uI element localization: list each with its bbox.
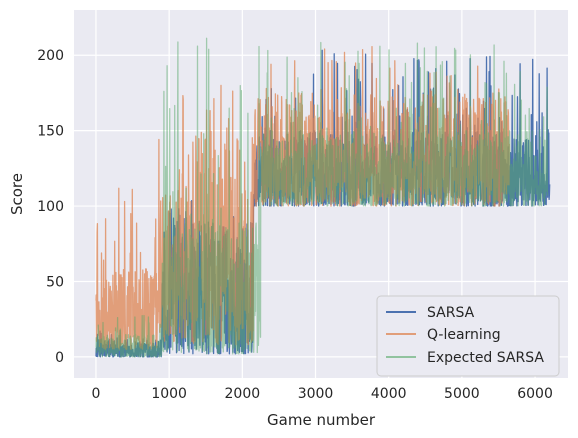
legend-label-q-learning: Q-learning bbox=[427, 327, 501, 343]
legend-label-sarsa: SARSA bbox=[427, 305, 475, 321]
y-tick-label: 0 bbox=[55, 350, 64, 366]
legend-box bbox=[376, 295, 560, 377]
x-tick-label: 2000 bbox=[225, 386, 261, 402]
x-tick-label: 6000 bbox=[517, 386, 553, 402]
y-tick-label: 150 bbox=[37, 124, 64, 140]
x-axis-label: Game number bbox=[267, 411, 376, 429]
x-tick-label: 5000 bbox=[444, 386, 480, 402]
y-tick-label: 100 bbox=[37, 199, 64, 215]
legend: SARSA Q-learning Expected SARSA bbox=[376, 295, 560, 377]
ticks: 0 1000 2000 3000 4000 5000 6000 0 50 100 150 200 bbox=[37, 48, 553, 402]
x-tick-label: 3000 bbox=[298, 386, 334, 402]
y-tick-label: 200 bbox=[37, 48, 64, 64]
y-tick-label: 50 bbox=[46, 274, 64, 290]
x-tick-label: 4000 bbox=[371, 386, 407, 402]
legend-label-expected-sarsa: Expected SARSA bbox=[427, 350, 544, 366]
y-axis-label: Score bbox=[8, 173, 26, 215]
series-line-expected-sarsa bbox=[95, 37, 549, 358]
x-tick-label: 1000 bbox=[151, 386, 187, 402]
series-layer bbox=[95, 37, 551, 358]
x-tick-label: 0 bbox=[91, 386, 100, 402]
